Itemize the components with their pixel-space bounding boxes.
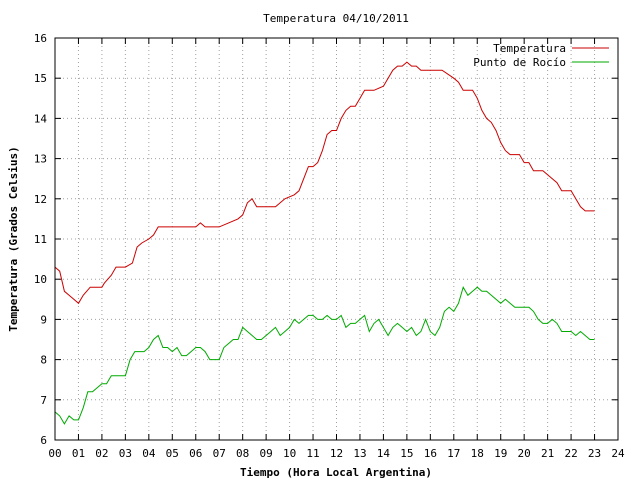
y-tick-label: 6	[40, 434, 47, 447]
y-tick-label: 13	[34, 153, 47, 166]
x-tick-label: 11	[306, 447, 319, 460]
y-tick-label: 15	[34, 72, 47, 85]
x-axis-label: Tiempo (Hora Local Argentina)	[240, 466, 432, 479]
x-tick-label: 09	[260, 447, 273, 460]
y-tick-label: 10	[34, 273, 47, 286]
x-tick-label: 04	[142, 447, 156, 460]
y-tick-label: 11	[34, 233, 47, 246]
series-line-temperatura	[54, 61, 595, 305]
x-tick-label: 06	[189, 447, 202, 460]
x-tick-label: 12	[330, 447, 343, 460]
y-tick-label: 16	[34, 32, 47, 45]
y-tick-label: 8	[40, 354, 47, 367]
legend-label: Punto de Rocío	[473, 56, 566, 69]
legend-label: Temperatura	[493, 42, 566, 55]
x-tick-label: 05	[166, 447, 179, 460]
y-axis-label: Temperatura (Grados Celsius)	[7, 146, 20, 331]
x-tick-label: 24	[611, 447, 625, 460]
x-tick-label: 15	[400, 447, 413, 460]
x-tick-label: 08	[236, 447, 249, 460]
y-tick-label: 14	[34, 112, 48, 125]
x-tick-label: 13	[353, 447, 366, 460]
x-tick-label: 18	[471, 447, 484, 460]
y-tick-label: 9	[40, 313, 47, 326]
x-tick-label: 16	[424, 447, 437, 460]
x-tick-label: 22	[564, 447, 577, 460]
axis-ticks: 00 01 02 03 04 05 06 07 08 09 10 11 12 13 14 15 16 17 18 19…	[34, 32, 625, 460]
chart-title: Temperatura 04/10/2011	[263, 12, 409, 25]
series-lines	[54, 61, 595, 425]
x-tick-label: 14	[377, 447, 391, 460]
y-tick-label: 7	[40, 394, 47, 407]
series-line-punto-de-roc-o	[54, 285, 595, 425]
y-tick-label: 12	[34, 193, 47, 206]
x-tick-label: 03	[119, 447, 132, 460]
x-tick-label: 21	[541, 447, 554, 460]
x-tick-label: 00	[48, 447, 61, 460]
x-tick-label: 01	[72, 447, 85, 460]
x-tick-label: 19	[494, 447, 507, 460]
x-tick-label: 02	[95, 447, 108, 460]
x-tick-label: 10	[283, 447, 296, 460]
x-tick-label: 23	[588, 447, 601, 460]
plot-frame	[54, 37, 619, 441]
x-tick-label: 20	[518, 447, 531, 460]
x-tick-label: 17	[447, 447, 460, 460]
grid	[55, 38, 618, 440]
x-tick-label: 07	[213, 447, 226, 460]
